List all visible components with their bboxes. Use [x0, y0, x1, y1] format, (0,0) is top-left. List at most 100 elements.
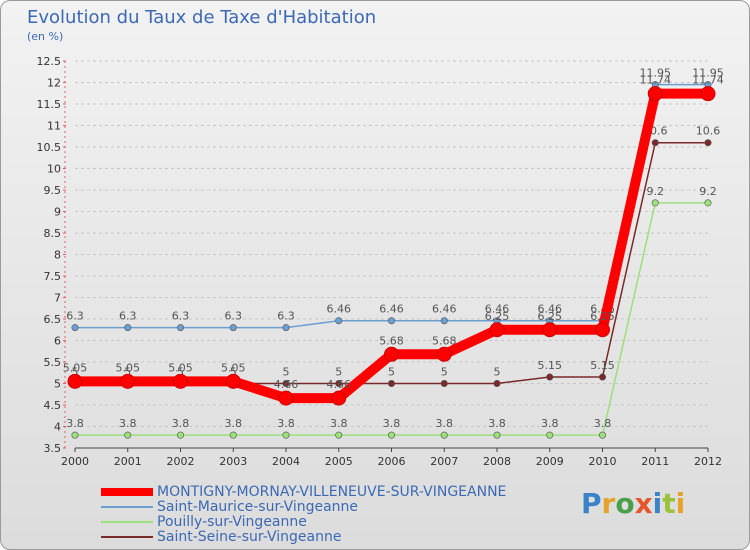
data-label: 11.95: [640, 67, 672, 80]
y-tick-label: 8.5: [44, 227, 62, 240]
data-point: [282, 431, 290, 439]
data-point: [229, 324, 237, 332]
y-tick-label: 10: [47, 163, 61, 176]
data-label: 11.74: [640, 74, 672, 87]
x-tick-label: 2007: [430, 455, 458, 468]
logo-letter: r: [601, 487, 616, 520]
y-tick-label: 7: [54, 292, 61, 305]
data-point: [546, 373, 554, 381]
data-label: 5.05: [63, 361, 88, 374]
legend-swatch-pouilly: [101, 521, 153, 523]
data-point: [387, 379, 395, 387]
data-label: 3.8: [488, 417, 506, 430]
x-tick-label: 2009: [536, 455, 564, 468]
logo-letter: x: [634, 487, 653, 520]
y-tick-label: 7.5: [44, 270, 62, 283]
data-label: 5.68: [432, 334, 457, 347]
data-point: [177, 431, 185, 439]
data-point: [120, 373, 136, 389]
data-point: [173, 373, 188, 389]
logo-letter: P: [581, 487, 602, 520]
data-point: [647, 86, 663, 102]
data-label: 3.8: [383, 417, 401, 430]
data-label: 5: [72, 366, 79, 379]
data-label: 6.25: [590, 310, 615, 323]
y-tick-label: 5: [54, 378, 61, 391]
data-point: [493, 431, 501, 439]
data-point: [278, 390, 294, 406]
logo-letter: o: [615, 487, 635, 520]
data-point: [124, 324, 132, 332]
data-label: 3.8: [277, 417, 295, 430]
y-tick-label: 9: [54, 206, 61, 219]
data-point: [282, 324, 290, 332]
data-label: 5: [441, 366, 448, 379]
chart-subtitle: (en %): [27, 30, 64, 43]
data-label: 5: [177, 366, 184, 379]
legend-swatch-saint-seine: [101, 536, 153, 538]
data-label: 3.8: [594, 417, 612, 430]
data-point: [598, 373, 606, 381]
data-label: 11.74: [692, 74, 724, 87]
data-label: 5.15: [538, 359, 563, 372]
proxiti-logo: Proxiti: [581, 487, 685, 520]
chart-title: Evolution du Taux de Taxe d'Habitation: [27, 7, 377, 28]
data-label: 6.25: [485, 310, 510, 323]
data-label: 4.66: [274, 378, 299, 391]
data-label: 6.46: [538, 303, 563, 316]
x-tick-label: 2004: [272, 455, 300, 468]
data-label: 6.46: [485, 303, 510, 316]
data-point: [335, 379, 343, 387]
data-label: 9.2: [647, 185, 665, 198]
data-point: [282, 379, 290, 387]
data-label: 3.8: [66, 417, 84, 430]
data-label: 4.66: [327, 378, 352, 391]
x-tick-label: 2002: [167, 455, 195, 468]
data-label: 5: [283, 366, 290, 379]
data-label: 5.68: [379, 334, 404, 347]
data-point: [598, 431, 606, 439]
data-label: 6.46: [327, 303, 352, 316]
x-tick-label: 2010: [589, 455, 617, 468]
data-label: 5: [494, 366, 501, 379]
data-point: [440, 431, 448, 439]
data-point: [493, 379, 501, 387]
legend-label-saint-seine: Saint-Seine-sur-Vingeanne: [157, 529, 342, 545]
legend-label-montigny: MONTIGNY-MORNAY-VILLENEUVE-SUR-VINGEANNE: [157, 484, 507, 500]
x-tick-label: 2001: [114, 455, 142, 468]
data-label: 6.3: [119, 310, 137, 323]
data-label: 5.05: [221, 361, 246, 374]
x-tick-label: 2012: [694, 455, 722, 468]
y-tick-label: 11: [47, 120, 61, 133]
y-tick-label: 9.5: [44, 184, 62, 197]
data-label: 6.3: [277, 310, 295, 323]
y-tick-label: 5.5: [44, 356, 62, 369]
data-label: 3.8: [172, 417, 190, 430]
data-label: 5.05: [116, 361, 141, 374]
y-tick-label: 4: [54, 421, 61, 434]
x-tick-label: 2003: [219, 455, 247, 468]
data-label: 3.8: [436, 417, 454, 430]
data-point: [387, 317, 395, 325]
data-label: 5: [124, 366, 131, 379]
data-point: [595, 322, 610, 338]
data-point: [700, 86, 716, 102]
data-label: 5: [230, 366, 237, 379]
x-tick-label: 2011: [641, 455, 669, 468]
data-point: [440, 317, 448, 325]
y-tick-label: 10.5: [37, 141, 62, 154]
data-point: [546, 431, 554, 439]
data-label: 6.46: [379, 303, 404, 316]
data-point: [229, 431, 237, 439]
legend-label-pouilly: Pouilly-sur-Vingeanne: [157, 514, 307, 530]
data-label: 6.46: [432, 303, 457, 316]
logo-letter: i: [652, 487, 663, 520]
data-point: [436, 346, 452, 362]
data-point: [67, 373, 83, 389]
y-tick-label: 4.5: [44, 399, 62, 412]
y-tick-label: 11.5: [37, 98, 62, 111]
data-point: [335, 431, 343, 439]
y-tick-label: 12.5: [37, 55, 62, 68]
